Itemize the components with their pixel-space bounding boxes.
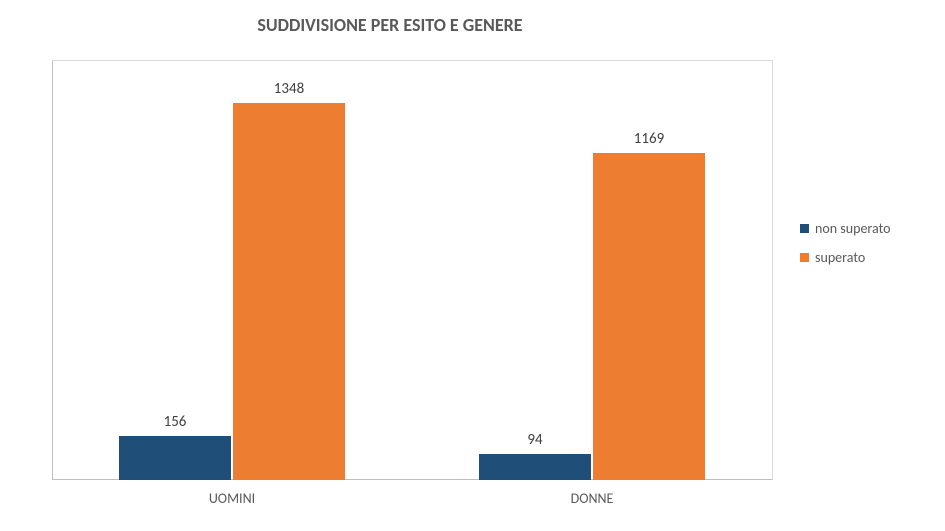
bar-label: 1348: [233, 80, 345, 98]
legend-swatch: [800, 224, 809, 233]
legend-swatch: [800, 253, 809, 262]
legend-label: non superato: [815, 220, 891, 237]
bar-non-superato-uomini: [119, 436, 231, 480]
legend-label: superato: [815, 249, 865, 266]
bar-non-superato-donne: [479, 454, 591, 480]
x-axis-label: DONNE: [492, 490, 692, 507]
bar-superato-uomini: [233, 103, 345, 480]
legend-item-non-superato: non superato: [800, 220, 891, 237]
chart-container: SUDDIVISIONE PER ESITO E GENERE non supe…: [0, 0, 945, 531]
bar-label: 1169: [593, 130, 705, 148]
legend: non superato superato: [800, 220, 891, 278]
x-axis-label: UOMINI: [132, 490, 332, 507]
bar-label: 94: [479, 431, 591, 449]
plot-border-right: [772, 60, 773, 480]
chart-title: SUDDIVISIONE PER ESITO E GENERE: [0, 14, 780, 36]
bar-superato-donne: [593, 153, 705, 480]
legend-item-superato: superato: [800, 249, 891, 266]
bar-label: 156: [119, 413, 231, 431]
plot-border-top: [52, 60, 772, 61]
